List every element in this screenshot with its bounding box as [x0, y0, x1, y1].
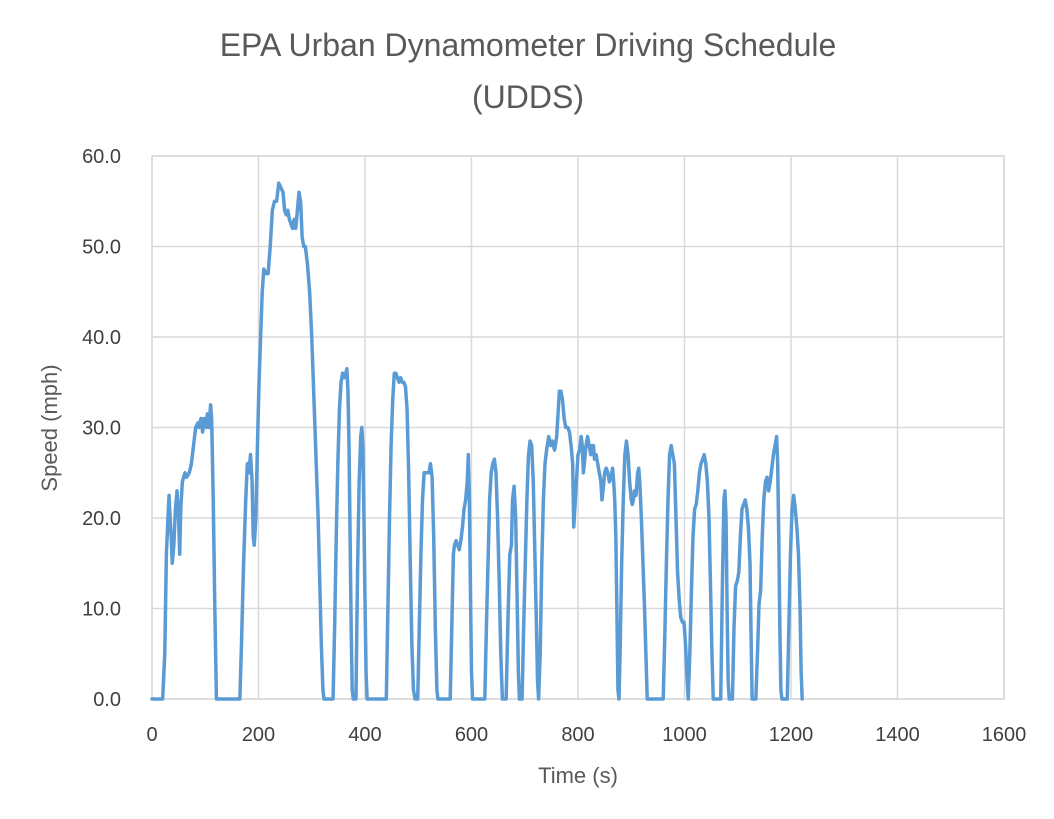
x-tick-label: 800 [561, 724, 594, 746]
chart-title-line-2: (UDDS) [472, 79, 584, 115]
x-tick-label: 1200 [769, 724, 814, 746]
x-axis-ticks: 0 200 400 600 800 1000 1200 1400 1600 [146, 724, 1026, 746]
y-tick-label: 10.0 [82, 599, 121, 621]
x-tick-label: 1600 [982, 724, 1027, 746]
x-tick-label: 600 [455, 724, 488, 746]
speed-series-line [150, 181, 804, 701]
y-axis-label: Speed (mph) [37, 364, 62, 491]
gridlines [151, 155, 1005, 700]
y-tick-label: 20.0 [82, 508, 121, 530]
chart-title: EPA Urban Dynamometer Driving Schedule (… [220, 27, 837, 115]
y-axis-ticks: 0.0 10.0 20.0 30.0 40.0 50.0 60.0 [82, 146, 121, 711]
x-tick-label: 0 [146, 724, 157, 746]
y-tick-label: 60.0 [82, 146, 121, 168]
y-tick-label: 30.0 [82, 418, 121, 440]
x-tick-label: 1000 [662, 724, 707, 746]
plot-area-border [151, 155, 1005, 700]
y-tick-label: 0.0 [93, 689, 121, 711]
x-axis-label: Time (s) [538, 763, 618, 788]
x-tick-label: 400 [348, 724, 381, 746]
y-tick-label: 50.0 [82, 237, 121, 259]
series-group [150, 181, 804, 701]
x-tick-label: 200 [242, 724, 275, 746]
chart-title-line-1: EPA Urban Dynamometer Driving Schedule [220, 27, 837, 63]
x-tick-label: 1400 [875, 724, 920, 746]
y-tick-label: 40.0 [82, 327, 121, 349]
